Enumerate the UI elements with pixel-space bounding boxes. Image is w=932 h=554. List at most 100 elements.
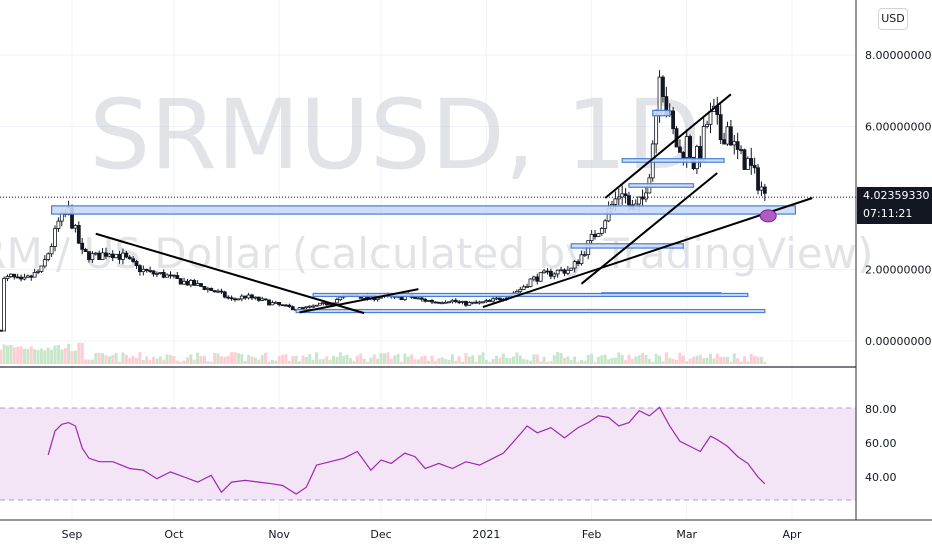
volume-bars: [0, 343, 766, 364]
volume-bar: [478, 355, 481, 364]
volume-bar: [162, 360, 165, 364]
volume-bar: [600, 355, 603, 364]
candle-body: [111, 254, 114, 258]
volume-bar: [678, 353, 681, 364]
candle-body: [213, 291, 216, 292]
candle-body: [244, 296, 247, 298]
volume-bar: [267, 362, 270, 364]
currency-button[interactable]: USD: [878, 8, 908, 30]
volume-bar: [172, 356, 175, 364]
volume-bar: [274, 361, 277, 364]
candle-body: [638, 197, 641, 204]
candle-body: [261, 299, 264, 301]
volume-bar: [672, 359, 675, 364]
volume-bar: [332, 356, 335, 364]
volume-bar: [536, 354, 539, 364]
candle-body: [478, 302, 481, 303]
price-tick-label: 2.00000000: [865, 264, 931, 277]
volume-bar: [607, 359, 610, 364]
rsi-tick-label: 40.00: [865, 471, 897, 484]
zone-7[interactable]: [629, 184, 694, 188]
volume-bar: [6, 346, 9, 364]
volume-bar: [495, 356, 498, 364]
candle-body: [50, 246, 53, 253]
volume-bar: [247, 355, 250, 364]
candle-body: [91, 254, 94, 260]
candle-body: [454, 300, 457, 301]
volume-bar: [57, 345, 60, 364]
zone-5[interactable]: [653, 110, 670, 115]
candle-body: [600, 228, 603, 233]
candle-body: [257, 297, 260, 300]
volume-bar: [186, 357, 189, 364]
volume-bar: [553, 355, 556, 364]
candle-body: [733, 142, 736, 145]
volume-bar: [580, 360, 583, 364]
volume-bar: [648, 359, 651, 364]
volume-bar: [169, 355, 172, 364]
volume-bar: [475, 362, 478, 364]
candle-body: [135, 262, 138, 266]
volume-bar: [420, 356, 423, 364]
support-zone-4[interactable]: [296, 310, 765, 313]
resistance-zone[interactable]: [52, 206, 796, 214]
candle-body: [284, 305, 287, 306]
volume-bar: [590, 354, 593, 364]
candle-body: [301, 308, 304, 309]
volume-bar: [16, 347, 19, 364]
volume-bar: [20, 346, 23, 364]
volume-bar: [43, 350, 46, 364]
volume-bar: [492, 359, 495, 364]
volume-bar: [261, 355, 264, 364]
candle-body: [121, 253, 124, 259]
volume-bar: [325, 356, 328, 364]
candle-body: [142, 269, 145, 271]
volume-bar: [709, 354, 712, 364]
candle-body: [267, 300, 270, 305]
volume-bar: [512, 357, 515, 364]
volume-bar: [125, 355, 128, 364]
candle-body: [206, 288, 209, 289]
symbol-watermark: SRMUSD, 1D: [89, 79, 701, 191]
time-tick-label: Mar: [676, 528, 697, 541]
uptrend-line-1[interactable]: [300, 289, 419, 312]
volume-bar: [98, 353, 101, 364]
candle-body: [420, 298, 423, 299]
price-tick-label: 0.00000000: [865, 335, 931, 348]
candle-body: [560, 270, 563, 271]
time-tick-label: Oct: [164, 528, 184, 541]
volume-bar: [101, 353, 104, 364]
volume-bar: [77, 343, 80, 364]
volume-bar: [641, 353, 644, 364]
candle-body: [719, 115, 722, 140]
volume-bar: [115, 353, 118, 364]
volume-bar: [108, 356, 111, 364]
zone-6[interactable]: [622, 159, 724, 163]
candle-body: [526, 286, 529, 287]
candle-body: [658, 77, 661, 115]
candle-body: [20, 277, 23, 279]
candle-body: [318, 303, 321, 305]
volume-bar: [366, 362, 369, 364]
volume-bar: [318, 359, 321, 364]
volume-bar: [509, 358, 512, 364]
volume-bar: [407, 356, 410, 364]
volume-bar: [349, 358, 352, 364]
volume-bar: [604, 354, 607, 364]
volume-bar: [427, 361, 430, 364]
candle-body: [240, 296, 243, 299]
candle-body: [26, 276, 29, 277]
volume-bar: [546, 362, 549, 364]
volume-bar: [359, 354, 362, 364]
candle-body: [227, 297, 230, 298]
volume-bar: [149, 360, 152, 364]
volume-bar: [447, 360, 450, 364]
touch-marker[interactable]: [760, 210, 776, 222]
volume-bar: [47, 348, 50, 364]
time-axis[interactable]: Sep Oct Nov Dec 2021 Feb Mar Apr: [62, 528, 802, 541]
candle-body: [729, 127, 732, 145]
time-tick-label: Feb: [582, 528, 601, 541]
rsi-axis[interactable]: 80.00 60.00 40.00: [865, 403, 897, 484]
volume-bar: [702, 358, 705, 364]
volume-bar: [159, 357, 162, 364]
